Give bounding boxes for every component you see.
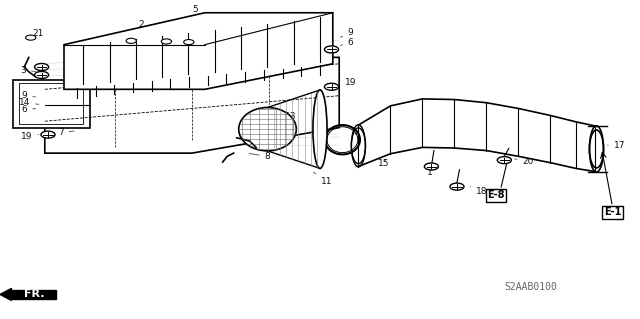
Polygon shape: [45, 57, 339, 153]
Text: 7: 7: [58, 128, 74, 137]
Circle shape: [497, 157, 511, 164]
Text: 8: 8: [249, 152, 270, 161]
Text: 6: 6: [22, 105, 36, 114]
Circle shape: [450, 183, 464, 190]
Circle shape: [161, 39, 172, 44]
Polygon shape: [358, 99, 595, 172]
Text: 2: 2: [138, 20, 144, 32]
Text: 9: 9: [340, 28, 353, 37]
Circle shape: [35, 71, 49, 78]
Text: 21: 21: [170, 20, 182, 32]
Circle shape: [41, 131, 55, 138]
Ellipse shape: [313, 90, 327, 168]
Text: 12: 12: [255, 140, 273, 149]
Text: 3: 3: [20, 66, 36, 75]
Circle shape: [424, 163, 438, 170]
Ellipse shape: [239, 108, 296, 151]
Text: 18: 18: [470, 187, 488, 196]
Polygon shape: [12, 290, 56, 299]
Text: 21: 21: [33, 29, 44, 38]
Text: 5: 5: [188, 5, 198, 17]
Text: 14: 14: [19, 98, 39, 107]
Text: FR.: FR.: [24, 289, 44, 300]
Polygon shape: [13, 80, 90, 128]
Polygon shape: [0, 288, 12, 300]
Polygon shape: [64, 13, 333, 89]
Text: 15: 15: [378, 159, 390, 168]
Text: 19: 19: [339, 78, 356, 87]
Text: 9: 9: [22, 91, 36, 100]
Text: 11: 11: [314, 172, 332, 186]
Circle shape: [324, 46, 339, 53]
Text: E-1: E-1: [604, 207, 621, 217]
Circle shape: [35, 63, 49, 70]
Circle shape: [184, 40, 194, 45]
Text: 6: 6: [340, 38, 353, 47]
Circle shape: [26, 35, 36, 40]
Text: 19: 19: [21, 132, 39, 141]
Text: 16: 16: [355, 123, 374, 134]
Text: 13: 13: [278, 112, 297, 122]
Text: 10: 10: [151, 59, 163, 68]
Circle shape: [324, 83, 339, 90]
Text: 20: 20: [515, 157, 534, 166]
Text: 1: 1: [428, 168, 433, 177]
Text: E-8: E-8: [487, 190, 505, 200]
Text: 17: 17: [607, 141, 625, 150]
Circle shape: [126, 38, 136, 43]
Text: 4: 4: [211, 20, 220, 32]
Text: S2AAB0100: S2AAB0100: [505, 282, 557, 292]
